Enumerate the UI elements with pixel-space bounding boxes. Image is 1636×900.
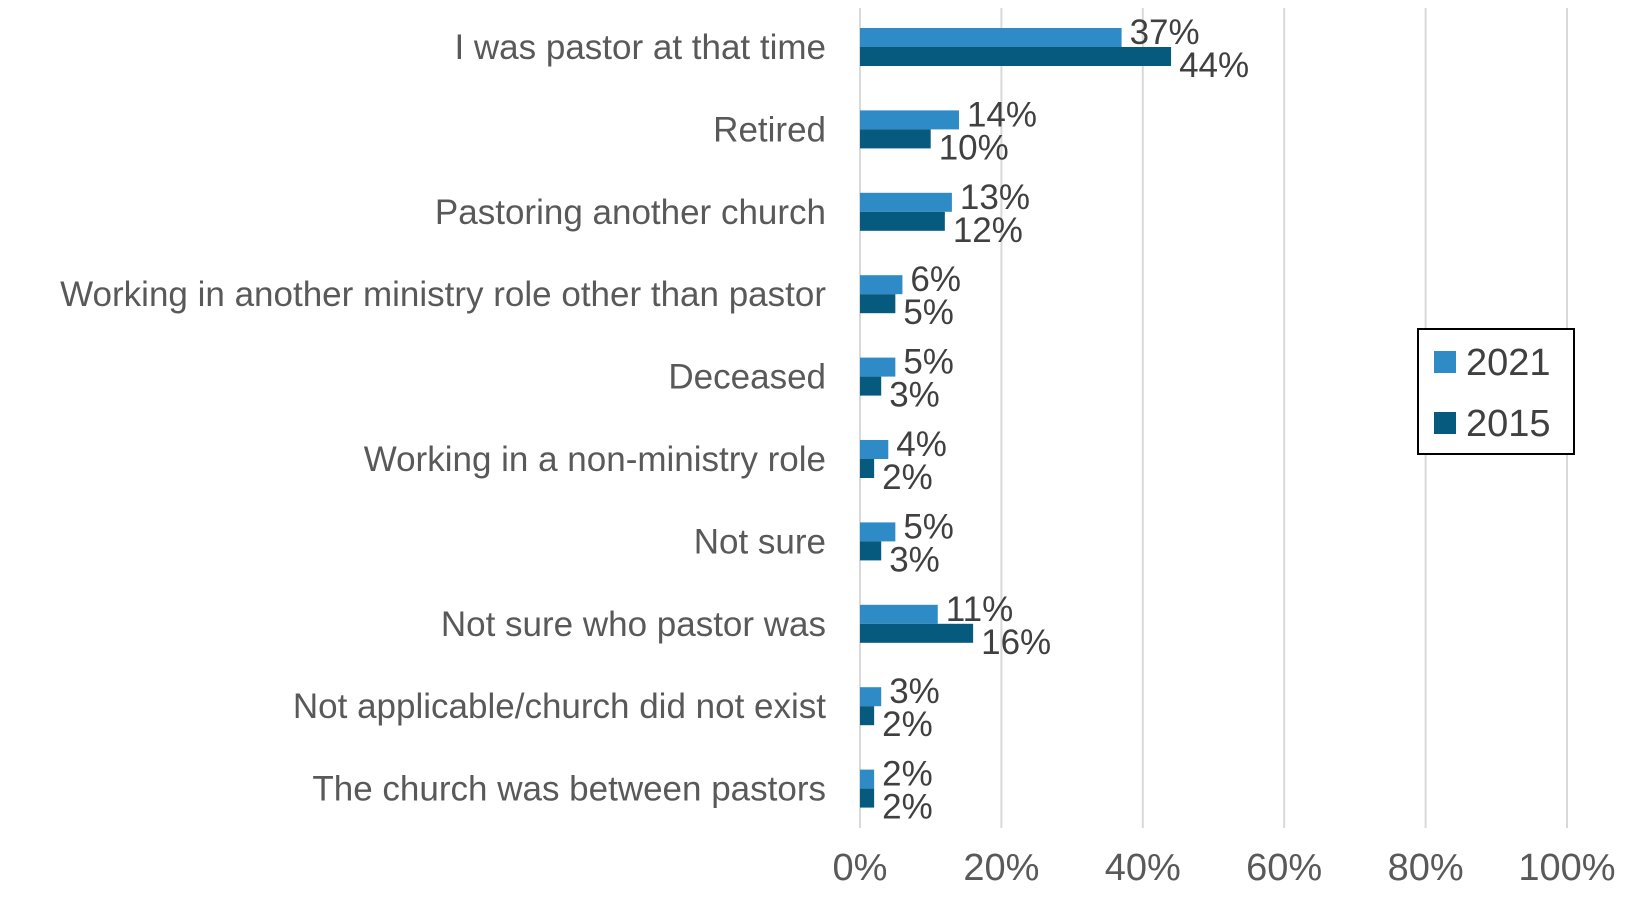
bar-2021 <box>860 110 959 130</box>
bar-2021 <box>860 192 952 212</box>
data-label-2015: 3% <box>889 540 940 579</box>
category-label: Working in another ministry role other t… <box>60 275 826 314</box>
legend-label-2021: 2021 <box>1466 342 1551 384</box>
data-label-2015: 5% <box>903 293 954 332</box>
category-label: The church was between pastors <box>312 770 826 809</box>
bar-2015 <box>860 541 882 561</box>
bar-2021 <box>860 522 896 542</box>
data-label-2021: 14% <box>967 95 1037 134</box>
data-label-2021: 13% <box>960 178 1030 217</box>
bar-2015 <box>860 129 931 149</box>
data-label-2015: 10% <box>939 128 1009 167</box>
category-label: Not sure <box>694 522 826 561</box>
data-label-2015: 16% <box>981 623 1051 662</box>
category-label: Not sure who pastor was <box>441 605 826 644</box>
bar-2021 <box>860 275 903 295</box>
x-tick-label: 0% <box>833 847 888 889</box>
data-label-2021: 5% <box>903 343 954 382</box>
category-label: Not applicable/church did not exist <box>293 687 826 726</box>
x-tick-label: 100% <box>1518 847 1615 889</box>
data-label-2015: 44% <box>1179 46 1249 85</box>
bar-2015 <box>860 294 896 314</box>
bars <box>860 28 1172 808</box>
data-label-2015: 2% <box>882 458 933 497</box>
bar-2021 <box>860 604 938 624</box>
category-label: I was pastor at that time <box>454 28 826 67</box>
bar-2015 <box>860 376 882 396</box>
bar-2021 <box>860 687 882 707</box>
bar-2021 <box>860 28 1122 47</box>
data-label-2021: 2% <box>882 755 933 794</box>
bar-2015 <box>860 706 875 726</box>
category-label: Retired <box>713 110 826 149</box>
x-tick-label: 60% <box>1246 847 1322 889</box>
legend: 2021 2015 <box>1417 328 1575 455</box>
bar-2015 <box>860 459 875 478</box>
x-tick-label: 80% <box>1388 847 1464 889</box>
data-label-2021: 37% <box>1130 13 1200 52</box>
data-label-2015: 2% <box>882 788 933 827</box>
data-label-2015: 12% <box>953 211 1023 250</box>
category-label: Deceased <box>668 358 826 397</box>
category-label: Working in a non-ministry role <box>364 440 826 479</box>
data-label-2015: 2% <box>882 705 933 744</box>
bar-2015 <box>860 211 945 231</box>
data-label-2015: 3% <box>889 376 940 415</box>
labels: 0% 20% 40% 60% 80% 100% I was pastor at that t… <box>60 13 1615 889</box>
bar-2021 <box>860 769 875 789</box>
bar-2015 <box>860 788 875 808</box>
bar-2021 <box>860 357 896 377</box>
bar-2021 <box>860 440 889 459</box>
legend-swatch-2015 <box>1434 412 1456 434</box>
category-label: Pastoring another church <box>435 193 826 232</box>
bar-2015 <box>860 47 1172 66</box>
legend-swatch-2021 <box>1434 351 1456 373</box>
data-label-2021: 5% <box>903 507 954 546</box>
data-label-2021: 6% <box>910 260 961 299</box>
bar-2015 <box>860 623 974 643</box>
data-label-2021: 3% <box>889 672 940 711</box>
x-tick-label: 40% <box>1105 847 1181 889</box>
data-label-2021: 4% <box>896 425 947 464</box>
x-tick-label: 20% <box>963 847 1039 889</box>
data-label-2021: 11% <box>946 590 1013 629</box>
legend-label-2015: 2015 <box>1466 403 1551 445</box>
